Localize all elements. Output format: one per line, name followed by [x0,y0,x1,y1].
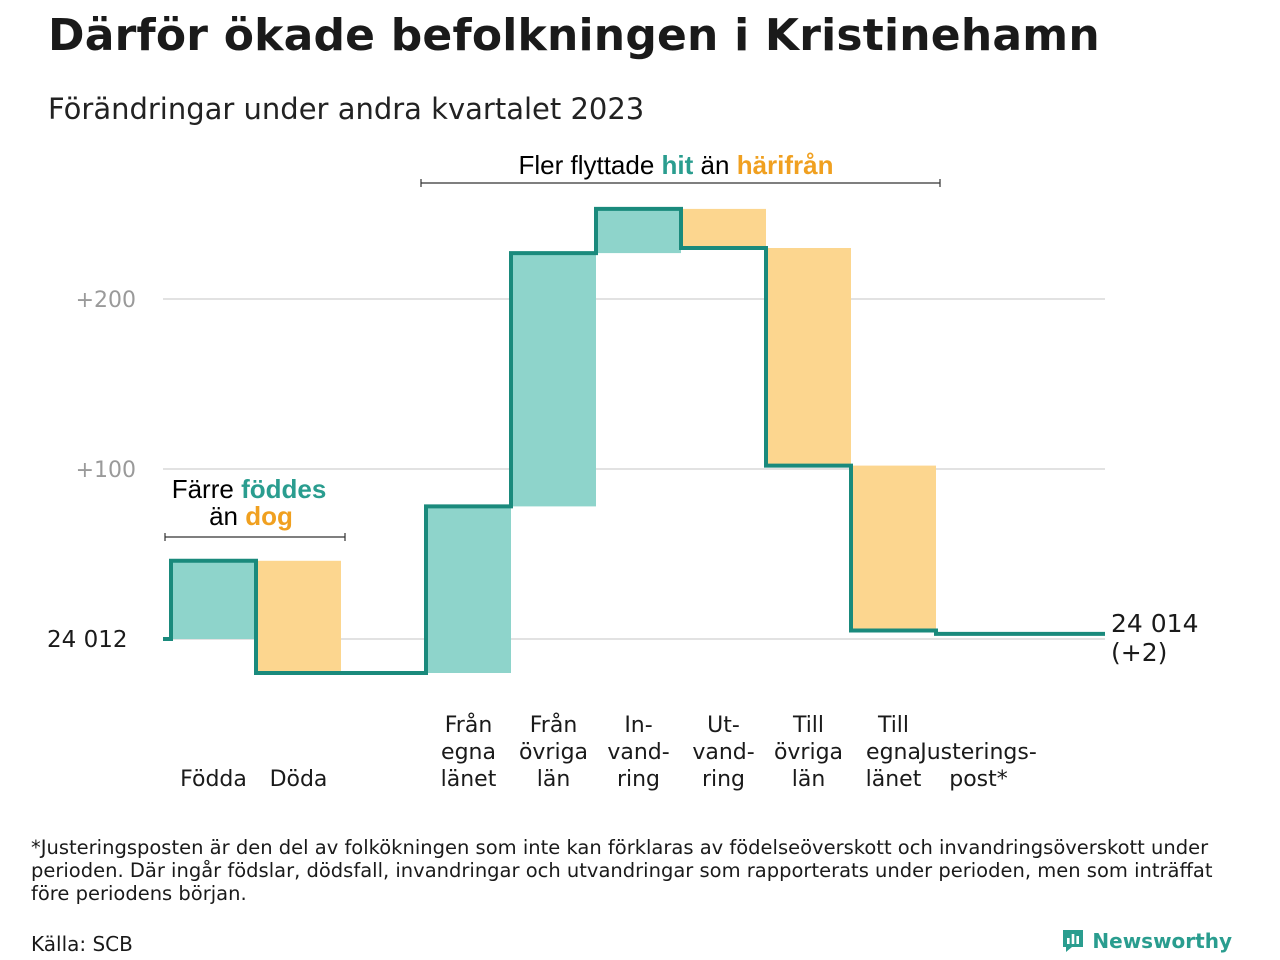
births-annotation-teal: föddes [241,474,326,504]
source-label: Källa: SCB [31,932,133,956]
category-label: Från [530,712,578,738]
births-annotation-prefix: Färre [172,474,234,504]
category-label: Döda [270,767,328,792]
category-label: länet [441,767,497,792]
category-label: Till [877,713,909,738]
migration-annotation-text: Fler flyttade hit än härifrån [518,150,833,180]
migration-annotation-orange: härifrån [737,150,834,180]
bar-decrease [256,560,341,673]
category-label: Till [792,713,824,738]
bar-increase [511,253,596,507]
migration-annotation: Fler flyttade hit än härifrån [420,150,941,187]
category-label: Födda [180,767,247,792]
category-label: Ut- [707,713,740,738]
cumulative-step-line [163,206,1105,675]
births-annotation-line1: Färre föddes [172,474,327,504]
bar-decrease [851,465,936,631]
bar-increase [426,506,511,673]
category-label: län [792,767,826,792]
brand-name: Newsworthy [1092,929,1232,953]
bars [171,208,936,673]
bar-decrease [766,248,851,466]
births-annotation: Färre föddes än dog [164,474,346,541]
y-tick-label: +100 [76,458,136,483]
chart-subtitle: Förändringar under andra kvartalet 2023 [48,92,645,126]
births-annotation-orange: dog [245,501,293,531]
bar-increase [596,208,681,254]
category-label: vand- [607,740,669,765]
births-annotation-mid: än [209,501,238,531]
category-label: Justerings- [918,740,1037,765]
category-label: Från [445,712,493,738]
start-value-label: 24 012 [47,627,127,653]
bar-increase [171,560,256,639]
category-label: In- [624,713,652,738]
y-tick-label: +200 [76,288,136,313]
category-label: övriga [774,740,843,765]
end-change-label: (+2) [1111,638,1167,667]
category-label: ring [617,767,660,792]
bar-chart-icon [1061,928,1085,954]
bar-decrease [681,208,766,248]
footnote: *Justeringsposten är den del av folkökni… [31,836,1213,905]
births-annotation-line2: än dog [209,501,293,531]
brand-logo: Newsworthy [1061,928,1232,954]
category-label: län [537,767,571,792]
category-label: länet [866,767,922,792]
migration-annotation-mid: än [701,150,730,180]
chart-title: Därför ökade befolkningen i Kristinehamn [48,10,1100,61]
category-label: vand- [692,740,754,765]
category-label: egna [441,740,496,765]
migration-annotation-teal: hit [662,150,694,180]
category-label: egna [866,740,921,765]
migration-annotation-prefix: Fler flyttade [518,150,654,180]
category-label: post* [949,767,1008,792]
category-label: ring [702,767,745,792]
end-value-label: 24 014 [1111,609,1198,638]
category-label: övriga [519,740,588,765]
